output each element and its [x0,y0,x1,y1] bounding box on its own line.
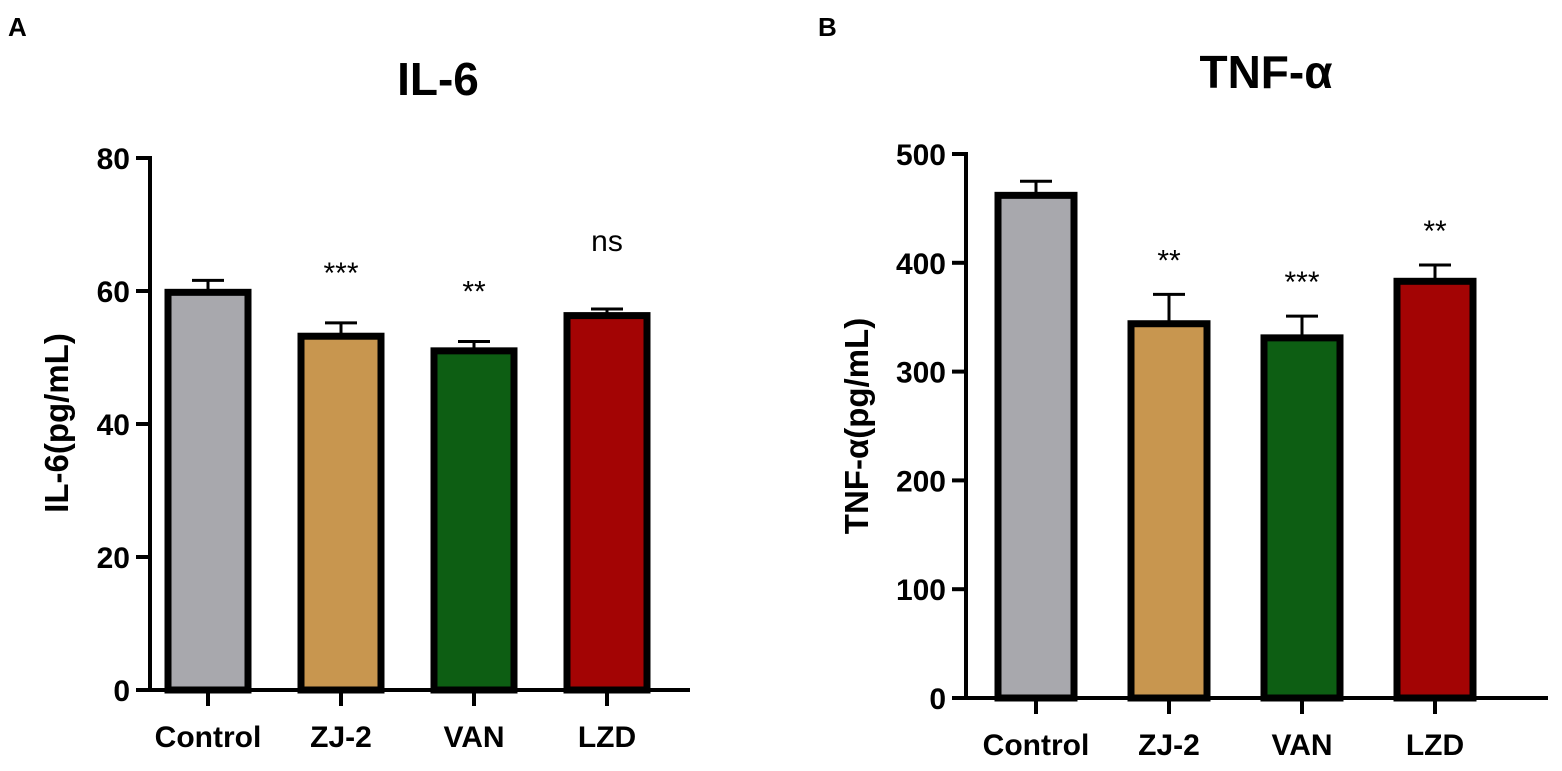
panel-a-significance-label: ** [462,276,486,309]
panel-b-category-label: ZJ-2 [1138,729,1200,762]
panel-a-title: IL-6 [397,53,479,105]
panel-a-category-label: ZJ-2 [310,721,372,754]
panel-b-plot: 0 100 200 300 400 500 Control ZJ-2 ** VAN *** LZD ** [896,139,1548,762]
panel-a-y-tick-label: 40 [97,409,130,442]
panel-b-bar-van [1260,334,1344,702]
panel-a-significance-label: ns [591,225,623,258]
panel-a: A IL-6 IL-6(pg/mL) 0 20 40 60 80 Control ZJ-2 *… [8,12,690,754]
panel-b-label: B [818,12,837,42]
panel-a-label: A [8,12,27,42]
panel-b-y-axis-label: TNF-α(pg/mL) [838,318,875,534]
panel-a-y-axis-label: IL-6(pg/mL) [38,333,75,513]
panel-b-y-tick-label: 500 [896,139,946,172]
panel-a-y-tick-label: 80 [97,143,130,176]
panel-b-category-label: Control [983,729,1090,762]
panel-b-y-tick-label: 100 [896,574,946,607]
panel-b-y-tick-label: 200 [896,465,946,498]
panel-b-y-tick-label: 300 [896,357,946,390]
panel-a-y-tick-label: 60 [97,276,130,309]
panel-b-y-tick-label: 400 [896,248,946,281]
panel-b-significance-label: ** [1423,215,1447,248]
panel-b-category-label: VAN [1271,729,1332,762]
panel-a-category-label: VAN [443,721,504,754]
panel-a-category-label: Control [155,721,262,754]
panel-a-bar-control [164,288,252,694]
panel-a-bar-lzd [563,312,651,694]
panel-b-significance-label: *** [1284,266,1319,299]
panel-a-category-label: LZD [578,721,636,754]
panel-a-y-tick-label: 20 [97,542,130,575]
panel-b-bar-control [994,191,1078,702]
panel-b-category-label: LZD [1406,729,1464,762]
panel-b-bar-zj-2 [1127,320,1211,702]
panel-b-significance-label: ** [1157,244,1181,277]
panel-a-plot: 0 20 40 60 80 Control ZJ-2 *** VAN ** LZD ns [97,143,690,754]
panel-b-bar-lzd [1393,277,1477,702]
panel-a-y-tick-label: 0 [113,675,130,708]
panel-b-title: TNF-α [1199,46,1332,98]
panel-a-bar-van [430,347,518,694]
panel-a-bar-zj-2 [297,332,385,694]
panel-b: B TNF-α TNF-α(pg/mL) 0 100 200 300 400 500 Con… [818,12,1548,762]
panel-b-y-tick-label: 0 [929,683,946,716]
panel-a-significance-label: *** [323,257,358,290]
